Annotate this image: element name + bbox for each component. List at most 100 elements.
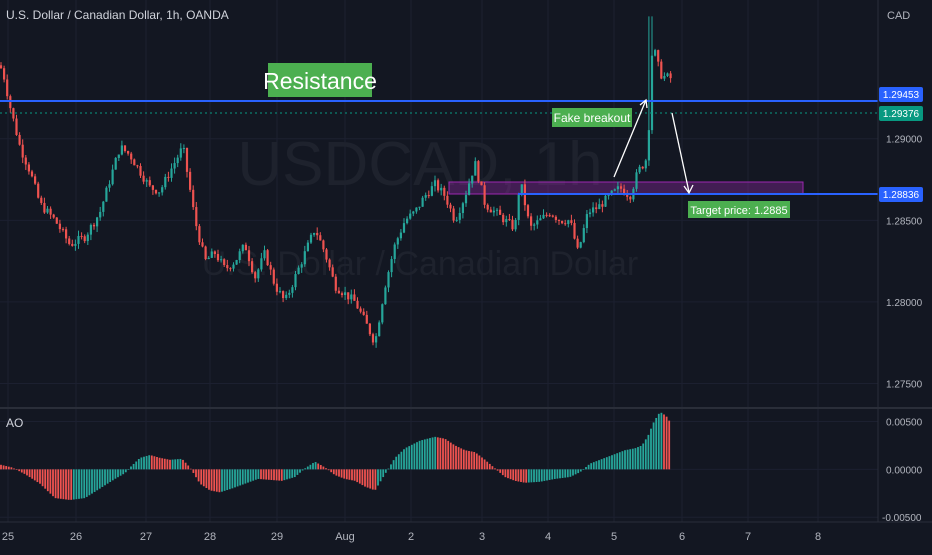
candle-body: [353, 294, 356, 301]
candle-body: [46, 208, 49, 213]
ao-bar: [626, 449, 629, 470]
ao-bar: [374, 469, 377, 490]
ao-bar: [28, 469, 31, 478]
symbol-title[interactable]: U.S. Dollar / Canadian Dollar, 1h, OANDA: [6, 8, 229, 22]
candle-body: [526, 205, 530, 217]
candle-body: [390, 259, 393, 273]
ao-bar: [41, 469, 44, 487]
candle-body: [610, 190, 613, 195]
ao-bar: [163, 458, 166, 470]
ao-bar: [600, 459, 603, 470]
ao-bar: [382, 469, 385, 478]
ao-bar: [657, 413, 660, 470]
ao-bar: [218, 469, 221, 493]
candle-body: [158, 192, 161, 194]
candle-body: [235, 260, 238, 265]
purple-zone[interactable]: [448, 181, 804, 195]
candle-body: [58, 223, 61, 230]
ao-bar: [236, 469, 239, 487]
resistance-price-badge[interactable]: [879, 87, 923, 102]
ao-bar: [611, 455, 613, 470]
ao-bar: [592, 462, 595, 470]
ao-bar: [44, 469, 47, 489]
ao-bar: [603, 458, 606, 470]
ao-bar: [392, 460, 395, 470]
ao-bar: [348, 469, 351, 480]
ao-bar: [481, 457, 483, 470]
ao-bar: [470, 451, 473, 470]
ao-bar: [62, 469, 65, 500]
candle-body: [37, 183, 40, 198]
ao-bar: [663, 414, 665, 470]
ao-bar: [247, 469, 249, 483]
candle-body: [201, 242, 204, 247]
x-tick-label: 5: [611, 531, 617, 543]
candle-body: [384, 287, 387, 305]
candle-body: [99, 211, 102, 218]
ao-bar: [249, 469, 252, 482]
candle-body: [170, 168, 173, 178]
candle-body: [489, 209, 492, 213]
ao-bar: [457, 447, 460, 470]
candle-body: [24, 157, 27, 165]
ao-bar: [57, 469, 60, 499]
candle-body: [34, 176, 37, 184]
candle-body: [564, 223, 567, 225]
candle-body: [499, 209, 502, 215]
candle-body: [344, 292, 347, 296]
ao-bar: [135, 461, 138, 470]
ao-bar: [254, 469, 257, 480]
ao-bar: [468, 450, 470, 470]
x-tick-label: Aug: [335, 531, 355, 543]
ao-bar: [169, 459, 171, 470]
ao-bar: [668, 420, 671, 470]
candle-body: [241, 244, 244, 252]
ao-bar: [566, 469, 569, 478]
ao-bar: [72, 469, 75, 500]
resistance-label-box[interactable]: [268, 63, 372, 97]
ao-bar: [418, 440, 421, 470]
candle-body: [542, 214, 545, 219]
candle-body: [458, 213, 461, 220]
ao-bar: [270, 469, 273, 480]
ao-bar: [122, 469, 125, 475]
candle-body: [294, 274, 297, 288]
candle-body: [176, 157, 179, 164]
candle-body: [381, 304, 384, 323]
ao-bar: [67, 469, 70, 500]
ao-bar: [377, 469, 379, 486]
ao-bar: [465, 450, 468, 470]
candle-body: [247, 250, 251, 262]
ao-bar: [296, 469, 299, 475]
ao-bar: [106, 469, 109, 484]
support-price-badge[interactable]: [879, 187, 923, 202]
ao-bar: [605, 457, 608, 470]
candle-body: [657, 50, 660, 62]
candle-body: [266, 250, 269, 266]
ao-bar: [20, 469, 23, 473]
ao-bar: [351, 469, 353, 481]
candle-body: [601, 204, 604, 207]
fake-breakout-arrow[interactable]: [613, 98, 648, 178]
ao-bar: [629, 449, 632, 470]
candle-body: [613, 189, 616, 191]
ao-bar: [78, 469, 80, 499]
candle-body: [347, 292, 350, 300]
ao-bar: [340, 469, 343, 478]
candle-body: [340, 293, 344, 296]
ao-bar: [462, 449, 465, 470]
candle-body: [365, 314, 368, 324]
candle-body: [443, 187, 446, 196]
ao-bar: [556, 469, 559, 479]
candle-body: [536, 220, 539, 225]
ao-bar: [569, 469, 572, 477]
target-label-box[interactable]: [688, 201, 790, 218]
current-price-badge[interactable]: [879, 106, 923, 121]
ao-bar: [345, 469, 348, 480]
ao-indicator-label[interactable]: AO: [6, 416, 23, 430]
fake-breakout-label-box[interactable]: [552, 108, 632, 127]
ao-bar: [31, 469, 34, 479]
candle-body: [359, 308, 362, 312]
